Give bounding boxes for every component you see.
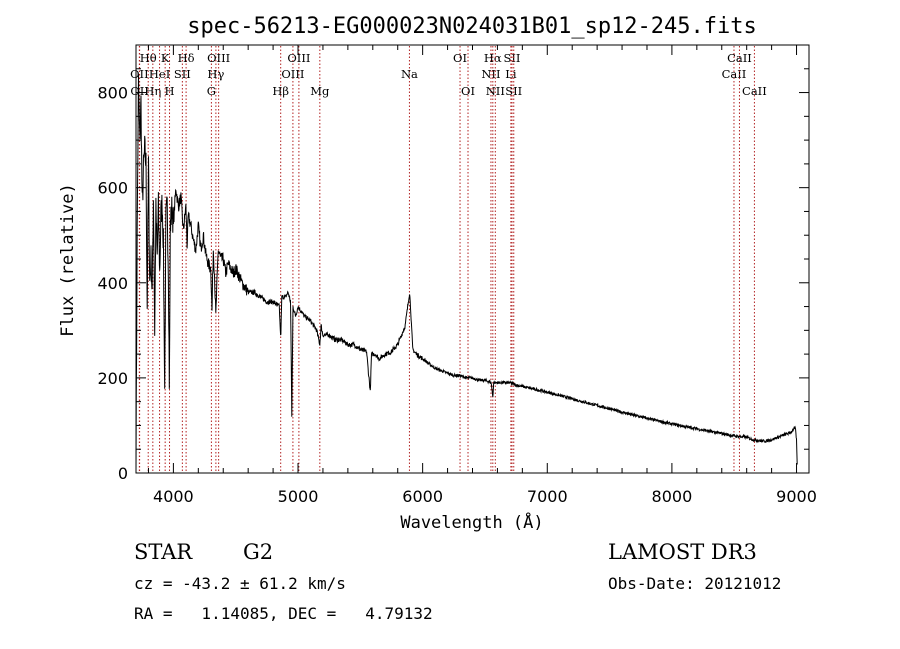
spectrum-line xyxy=(135,74,798,474)
line-label-2: Hθ xyxy=(140,51,157,65)
line-label-12: Hβ xyxy=(272,84,289,98)
object-subclass: G2 xyxy=(243,540,274,564)
line-label-10: Hγ xyxy=(207,67,224,81)
observation-date: Obs-Date: 20121012 xyxy=(608,574,782,593)
line-label-20: Hα xyxy=(484,51,502,65)
x-tick-label-8000: 8000 xyxy=(652,487,693,506)
object-class: STAR xyxy=(134,540,193,564)
line-label-14: OIII xyxy=(287,51,310,65)
line-label-18: OI xyxy=(461,84,475,98)
y-tick-label-200: 200 xyxy=(97,369,128,388)
line-label-11: OIII xyxy=(207,51,230,65)
line-label-24: SII xyxy=(505,84,522,98)
redshift-cz: cz = -43.2 ± 61.2 km/s xyxy=(134,574,346,593)
x-axis: 4000 5000 6000 7000 8000 9000 xyxy=(147,45,817,506)
line-label-25: CaII xyxy=(722,67,747,81)
x-tick-label-6000: 6000 xyxy=(402,487,443,506)
x-axis-label: Wavelength (Å) xyxy=(400,511,543,533)
spectral-line-markers: OIIOIIHθHηHeIKHSIIHδGHγOIIIHβOIIIOIIIMgN… xyxy=(130,46,767,473)
chart-title: spec-56213-EG000023N024031B01_sp12-245.f… xyxy=(187,14,757,39)
line-label-23: SII xyxy=(504,51,521,65)
x-tick-label-9000: 9000 xyxy=(776,487,817,506)
y-axis-label: Flux (relative) xyxy=(58,183,78,337)
spectrum-series xyxy=(135,74,798,474)
line-label-8: Hδ xyxy=(178,51,195,65)
coordinates: RA = 1.14085, DEC = 4.79132 xyxy=(134,604,433,623)
x-tick-label-5000: 5000 xyxy=(278,487,319,506)
plot-frame xyxy=(135,44,810,474)
line-label-7: SII xyxy=(174,67,191,81)
y-tick-label-800: 800 xyxy=(97,84,128,103)
y-tick-label-600: 600 xyxy=(97,179,128,198)
line-label-21: NII xyxy=(486,84,505,98)
line-label-27: CaII xyxy=(742,84,767,98)
line-label-26: CaII xyxy=(727,51,752,65)
line-label-1: OII xyxy=(130,84,149,98)
line-label-17: OI xyxy=(453,51,467,65)
y-tick-label-400: 400 xyxy=(97,274,128,293)
line-label-19: NII xyxy=(481,67,500,81)
line-label-5: K xyxy=(161,51,170,65)
line-label-3: Hη xyxy=(144,84,161,98)
line-label-6: H xyxy=(165,84,175,98)
y-axis: 0 200 400 600 800 xyxy=(97,68,809,483)
line-label-16: Na xyxy=(401,67,418,81)
line-label-13: OIII xyxy=(281,67,304,81)
x-tick-label-4000: 4000 xyxy=(153,487,194,506)
line-label-4: HeI xyxy=(149,67,170,81)
line-label-9: G xyxy=(207,84,216,98)
survey-name: LAMOST DR3 xyxy=(608,540,757,564)
x-tick-label-7000: 7000 xyxy=(527,487,568,506)
y-tick-label-0: 0 xyxy=(118,464,128,483)
line-label-22: Li xyxy=(505,67,517,81)
line-label-15: Mg xyxy=(310,84,330,98)
